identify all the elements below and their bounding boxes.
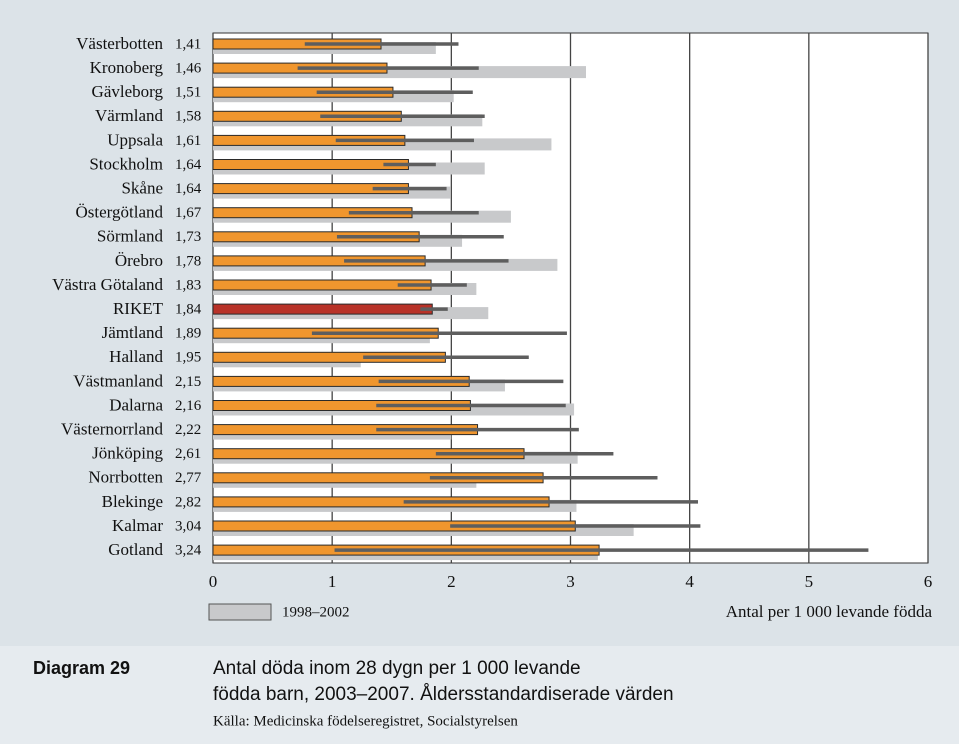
title-line: födda barn, 2003–2007. Åldersstandardise… [213, 684, 674, 705]
value-label: 1,46 [175, 61, 202, 77]
category-label: Sörmland [97, 227, 164, 246]
category-label: Jönköping [92, 444, 163, 463]
category-label: Norrbotten [88, 468, 163, 487]
x-axis-label: Antal per 1 000 levande födda [726, 602, 933, 621]
value-label: 1,89 [175, 326, 201, 342]
x-tick-label: 4 [685, 572, 694, 591]
bar [212, 159, 409, 170]
category-label: Stockholm [89, 154, 163, 173]
x-tick-label: 2 [447, 572, 456, 591]
value-label: 2,77 [175, 470, 202, 486]
category-label: Örebro [115, 251, 163, 270]
category-label: Västerbotten [76, 34, 163, 53]
x-tick-label: 0 [209, 572, 218, 591]
category-label: Västernorrland [61, 420, 163, 439]
legend-label: 1998–2002 [282, 604, 350, 620]
value-label: 2,61 [175, 446, 201, 462]
value-label: 2,22 [175, 422, 201, 438]
category-label: Kronoberg [90, 58, 164, 77]
value-label: 2,16 [175, 398, 202, 414]
category-label: Västra Götaland [52, 275, 163, 294]
value-label: 1,84 [175, 302, 202, 318]
category-label: Uppsala [107, 130, 163, 149]
category-label: Gävleborg [92, 82, 164, 101]
category-label: Dalarna [109, 395, 163, 414]
category-label: Gotland [108, 540, 163, 559]
value-label: 1,78 [175, 253, 201, 269]
x-tick-label: 1 [328, 572, 337, 591]
caption-background [0, 646, 959, 744]
title-line: Antal döda inom 28 dygn per 1 000 levand… [213, 658, 581, 679]
value-label: 1,67 [175, 205, 202, 221]
category-label: Västmanland [73, 371, 163, 390]
bar [212, 303, 433, 315]
value-label: 1,41 [175, 36, 201, 52]
value-label: 1,83 [175, 277, 201, 293]
value-label: 1,61 [175, 133, 201, 149]
value-label: 3,04 [175, 518, 202, 534]
x-tick-label: 3 [566, 572, 575, 591]
category-label: Halland [109, 347, 163, 366]
category-label: Skåne [121, 179, 163, 198]
value-label: 1,58 [175, 109, 201, 125]
value-label: 1,95 [175, 350, 201, 366]
category-label: Östergötland [75, 203, 163, 222]
category-label: Blekinge [102, 492, 163, 511]
legend-swatch [208, 603, 272, 621]
caption-label: Diagram 29 [33, 658, 130, 678]
value-label: 2,82 [175, 494, 201, 510]
x-tick-label: 6 [924, 572, 933, 591]
source: Källa: Medicinska födelseregistret, Soci… [213, 713, 518, 729]
value-label: 1,64 [175, 157, 202, 173]
value-label: 1,51 [175, 85, 201, 101]
value-label: 1,64 [175, 181, 202, 197]
category-label: Värmland [95, 106, 163, 125]
category-label: Jämtland [102, 323, 164, 342]
category-label: Kalmar [112, 516, 163, 535]
value-label: 3,24 [175, 543, 202, 559]
category-label: RIKET [113, 299, 164, 318]
value-label: 1,73 [175, 229, 201, 245]
x-tick-label: 5 [805, 572, 814, 591]
value-label: 2,15 [175, 374, 201, 390]
